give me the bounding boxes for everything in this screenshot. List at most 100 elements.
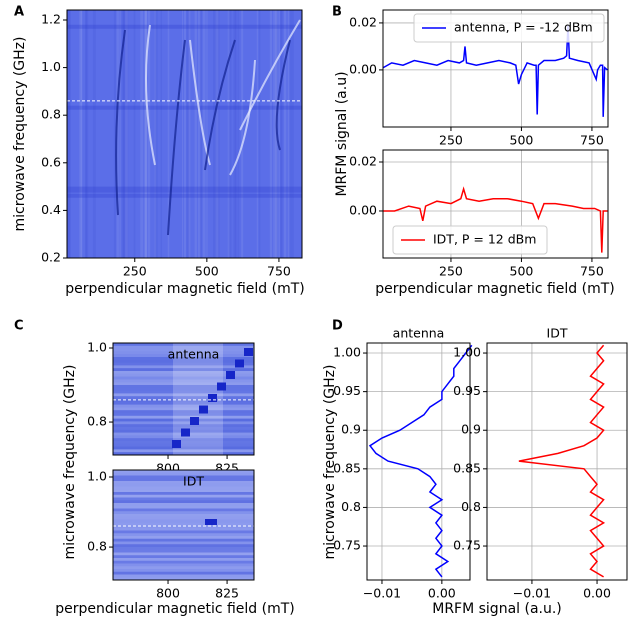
- heatmap-texture: [113, 357, 254, 360]
- heatmap-texture: [113, 351, 254, 355]
- heatmap-texture: [197, 10, 201, 258]
- heatmap-texture: [280, 10, 283, 258]
- annotation: IDT: [183, 474, 204, 489]
- heatmap-texture: [227, 10, 230, 258]
- heatmap-texture: [113, 541, 254, 545]
- heatmap-texture: [79, 10, 82, 258]
- x-tick-label: 500: [510, 133, 534, 148]
- heatmap-texture: [113, 376, 254, 380]
- y-tick-label: 0.00: [349, 61, 377, 76]
- heatmap-texture: [194, 10, 197, 258]
- panel: IDT 800 825 0.8 1.0 perpendicular magnetic fi…: [55, 469, 295, 617]
- axes-frame: [112, 342, 255, 456]
- heatmap-texture: [113, 404, 254, 408]
- x-tick-label: 800: [156, 586, 180, 601]
- axes-frame: [112, 469, 255, 581]
- heatmap-band: [67, 24, 302, 29]
- y-axis-label: MRFM signal (a.u): [334, 71, 350, 196]
- heatmap-texture: [228, 10, 232, 258]
- heatmap-texture: [269, 10, 273, 258]
- heatmap-texture: [113, 503, 254, 506]
- y-tick-label: 0.8: [87, 539, 107, 554]
- heatmap-texture: [280, 10, 282, 258]
- heatmap-feature: [235, 359, 244, 368]
- x-tick-label: 750: [580, 133, 604, 148]
- y-tick-label: 0.8: [41, 107, 61, 122]
- heatmap-texture: [113, 577, 254, 580]
- heatmap-texture: [160, 10, 163, 258]
- heatmap-feature: [199, 405, 208, 414]
- heatmap-texture: [154, 10, 158, 258]
- heatmap-texture: [113, 489, 254, 492]
- heatmap-texture: [287, 10, 290, 258]
- heatmap-texture: [113, 547, 254, 550]
- axes-frame: [366, 342, 471, 581]
- y-tick-label: 1.0: [41, 59, 61, 74]
- heatmap-texture: [216, 10, 220, 258]
- heatmap-texture: [85, 10, 89, 258]
- heatmap-texture: [113, 418, 254, 422]
- heatmap-texture: [113, 446, 254, 450]
- heatmap-texture: [113, 399, 254, 402]
- series-line: [368, 344, 473, 578]
- heatmap-texture: [113, 511, 254, 514]
- legend-label: antenna, P = -12 dBm: [454, 20, 593, 35]
- y-tick-label: 0.8: [341, 499, 361, 514]
- y-tick-label: 0.6: [41, 154, 61, 169]
- heatmap-feature: [239, 19, 301, 131]
- series-line: [518, 344, 606, 578]
- y-tick-label: 1.2: [41, 11, 61, 26]
- heatmap-texture: [113, 475, 254, 479]
- heatmap-texture: [113, 527, 254, 531]
- legend-box: [392, 225, 548, 255]
- heatmap-feature: [275, 39, 291, 151]
- heatmap-texture: [186, 10, 189, 258]
- heatmap-texture: [237, 10, 240, 258]
- series-line: [383, 186, 608, 253]
- heatmap-texture: [67, 10, 70, 258]
- heatmap-texture: [202, 10, 206, 258]
- heatmap-texture: [113, 478, 254, 481]
- heatmap-texture: [113, 481, 254, 484]
- heatmap-texture: [113, 530, 254, 534]
- heatmap-texture: [113, 365, 254, 369]
- heatmap-feature: [167, 39, 186, 236]
- heatmap-texture: [125, 10, 128, 258]
- heatmap-texture: [113, 449, 254, 453]
- heatmap-texture: [113, 558, 254, 561]
- y-tick-label: 0.4: [41, 202, 61, 217]
- heatmap-texture: [113, 569, 254, 572]
- heatmap-texture: [113, 443, 254, 447]
- heatmap-texture: [113, 470, 254, 473]
- heatmap-texture: [126, 10, 129, 258]
- y-tick-label: 0.75: [453, 538, 481, 553]
- axes-title: antenna: [393, 326, 445, 341]
- heatmap-texture: [113, 441, 254, 444]
- heatmap-texture: [113, 413, 254, 416]
- heatmap-texture: [113, 435, 254, 439]
- heatmap-texture: [183, 10, 187, 258]
- y-tick-label: 1.00: [453, 345, 481, 360]
- x-axis-label: perpendicular magnetic field (mT): [55, 601, 295, 617]
- y-tick-label: 0.02: [349, 14, 377, 29]
- heatmap-feature: [244, 348, 253, 356]
- y-tick-label: 0.85: [333, 460, 361, 475]
- y-tick-label: 0.2: [41, 250, 61, 265]
- panel: −0.01 0.00 0.75 0.8 0.85 0.9 0.95 1.00 antenna D M…: [322, 319, 562, 618]
- heatmap-texture: [273, 10, 275, 258]
- heatmap-texture: [113, 563, 254, 567]
- y-tick-label: 0.02: [349, 154, 377, 169]
- heatmap-texture: [119, 10, 121, 258]
- heatmap-texture: [167, 10, 170, 258]
- heatmap-feature: [226, 371, 235, 379]
- heatmap-texture: [113, 472, 254, 476]
- heatmap-texture: [113, 544, 254, 547]
- legend-box: [413, 13, 605, 43]
- heatmap-texture: [199, 10, 203, 258]
- heatmap-feature: [115, 29, 126, 216]
- heatmap-feature: [204, 39, 236, 171]
- heatmap-feature: [217, 382, 226, 391]
- heatmap-texture: [113, 401, 254, 405]
- heatmap-texture: [113, 407, 254, 411]
